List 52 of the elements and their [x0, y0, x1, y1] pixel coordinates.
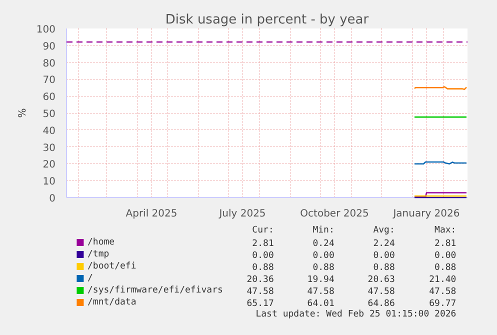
legend-label: /boot/efi [87, 262, 136, 272]
y-tick-label: 50 [42, 109, 56, 120]
text: 20.36 [246, 275, 274, 285]
text: 0.24 [312, 239, 334, 249]
chart-title: Disk usage in percent - by year [165, 12, 370, 28]
text: Avg: [373, 226, 395, 236]
text: 47.58 [307, 287, 334, 297]
text: 0.00 [373, 251, 395, 261]
text: 2.81 [434, 239, 456, 249]
text: 0.88 [373, 263, 395, 273]
text: Cur: [252, 226, 274, 236]
text: 0.00 [434, 251, 456, 261]
text: 69.77 [429, 299, 456, 309]
x-tick-label: January 2026 [392, 208, 460, 220]
text: 21.40 [429, 275, 456, 285]
y-tick-label: 100 [36, 24, 56, 36]
text: Min: [312, 226, 334, 236]
text: 65.17 [246, 299, 274, 309]
y-tick-label: 30 [42, 142, 56, 154]
legend-label: /mnt/data [87, 298, 136, 308]
text: 47.58 [429, 287, 456, 297]
text: Last update: Wed Feb 25 01:15:00 2026 [256, 310, 456, 320]
text: 0.88 [252, 263, 274, 273]
y-tick-label: 80 [42, 58, 56, 70]
y-tick-label: 60 [42, 92, 56, 104]
text: 64.01 [307, 299, 334, 309]
text: 47.58 [368, 287, 395, 297]
text: 64.86 [368, 299, 395, 309]
text: Max: [434, 226, 456, 236]
y-tick-label: 0 [49, 194, 56, 204]
text: 0.00 [312, 251, 334, 261]
y-tick-label: 70 [42, 75, 56, 86]
legend-label: / [87, 274, 93, 284]
legend-label: /tmp [87, 250, 110, 260]
text: 47.58 [246, 287, 274, 297]
text: 19.94 [307, 275, 334, 285]
x-tick-label: April 2025 [126, 208, 178, 220]
y-tick-label: 10 [42, 176, 56, 188]
legend-label: /home [87, 238, 115, 248]
text: 2.24 [373, 239, 395, 249]
text: 0.00 [252, 251, 274, 261]
x-tick-label: July 2025 [218, 208, 266, 220]
x-tick-label: October 2025 [300, 208, 369, 220]
y-tick-label: 20 [42, 160, 56, 171]
y-tick-label: 40 [42, 126, 56, 137]
legend-label: /sys/firmware/efi/efivars [87, 286, 223, 296]
y-tick-label: 90 [42, 41, 56, 52]
text: 0.88 [312, 263, 334, 273]
text: 0.88 [434, 263, 456, 273]
text: 2.81 [252, 239, 274, 249]
text: 20.63 [368, 275, 395, 285]
y-axis-title: % [17, 108, 28, 118]
